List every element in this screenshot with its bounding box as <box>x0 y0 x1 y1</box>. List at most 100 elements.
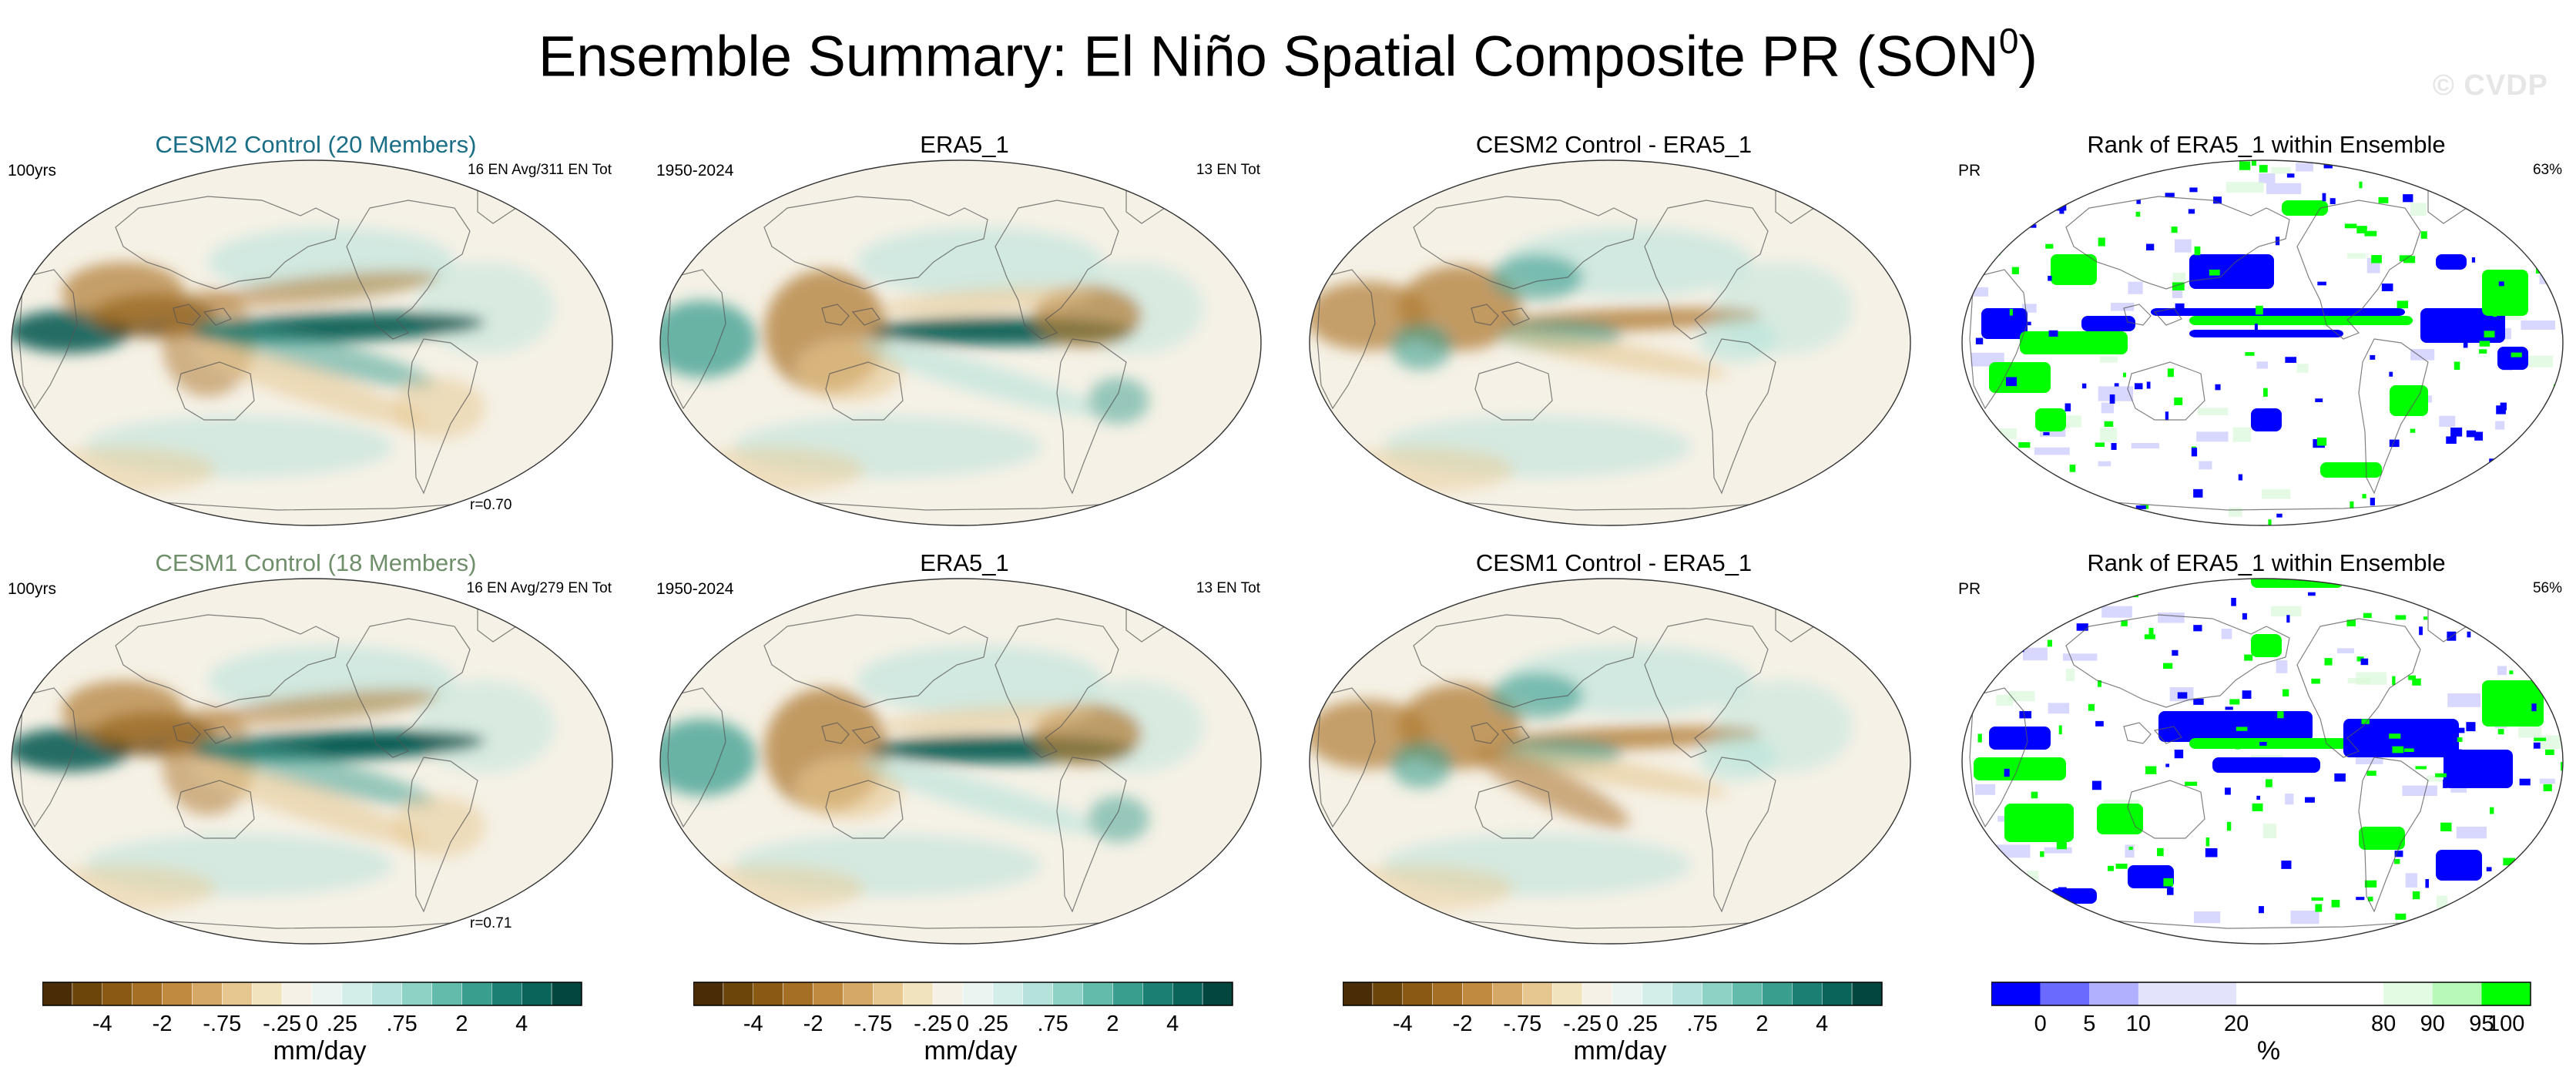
rank-cell <box>2098 461 2111 467</box>
rank-cell <box>2040 851 2044 857</box>
rank-cell <box>2265 779 2272 787</box>
rank-low-region <box>2436 254 2467 270</box>
rank-cell <box>2076 623 2088 631</box>
rank-cell <box>2412 678 2421 686</box>
panel-era5-top: ERA5_1 1950-2024 13 EN Tot <box>656 131 1273 532</box>
rank-cell <box>2098 237 2105 247</box>
rank-cell <box>2533 742 2541 749</box>
rank-cell <box>1967 202 1974 209</box>
colorbar-frame <box>42 982 582 1006</box>
precip-anomaly-region <box>861 758 1098 834</box>
colorbar-swatch <box>551 982 582 1006</box>
precip-anomaly-region <box>880 704 1095 733</box>
rank-cell <box>2095 442 2105 448</box>
panel-rank-bottom: Rank of ERA5_1 within Ensemble PR 56% <box>1958 549 2574 950</box>
rank-cell <box>1970 656 1981 662</box>
colorbar-swatch <box>521 982 552 1006</box>
rank-cell <box>2509 450 2514 457</box>
colorbar-tick-label: 2 <box>455 1012 468 1036</box>
colorbar-tick-label: -.25 <box>914 1012 952 1036</box>
panel-rank-top: Rank of ERA5_1 within Ensemble PR 63% <box>1958 131 2574 532</box>
colorbar-swatch <box>1581 982 1613 1006</box>
rank-cell <box>2008 179 2022 188</box>
rank-cell <box>2454 361 2460 370</box>
rank-cell <box>2405 873 2418 888</box>
precip-anomaly-region <box>62 262 185 324</box>
colorbar-swatch <box>1402 982 1433 1006</box>
rank-cell <box>2551 629 2559 635</box>
cvdp-watermark: © CVDP <box>2432 69 2548 102</box>
rank-cell <box>2503 857 2516 866</box>
rank-cell <box>2544 193 2552 202</box>
colorbar-swatch <box>1821 982 1853 1006</box>
rank-cell <box>1964 841 1988 854</box>
coastline <box>2123 722 2152 744</box>
colorbar-units-label: % <box>2256 1036 2281 1066</box>
rank-cell <box>2422 934 2433 938</box>
panel-correlation-label: r=0.71 <box>470 915 512 931</box>
rank-cell <box>2489 587 2519 601</box>
coastline <box>667 269 726 410</box>
rank-high-region <box>1974 757 2066 780</box>
rank-cell <box>1998 643 2011 652</box>
rank-cell <box>2134 383 2143 390</box>
colorbar-swatch <box>1492 982 1523 1006</box>
rank-low-region <box>1989 727 2051 750</box>
rank-cell <box>2437 520 2442 525</box>
colorbar-swatch <box>2383 982 2433 1005</box>
coastline <box>1056 338 1127 495</box>
coastline <box>851 726 880 744</box>
rank-high-region <box>2251 634 2282 657</box>
colorbar-rank: 0 5 10 20 80 90 95 100 % <box>1991 975 2546 1075</box>
coastline <box>1501 726 1530 744</box>
colorbar-precip-3: -4 -2 -.75 -.25 0 .25 .75 2 4 mm/day <box>1343 975 1897 1075</box>
rank-cell <box>2167 368 2174 378</box>
rank-cell <box>2043 431 2050 435</box>
rank-cell <box>2174 397 2183 405</box>
rank-cell <box>2331 899 2340 908</box>
coastline <box>2065 614 2290 708</box>
colorbar-swatch <box>1732 982 1763 1006</box>
rank-cell <box>2490 216 2494 224</box>
rank-cell <box>2370 354 2376 360</box>
rank-cell <box>1962 843 1971 851</box>
colorbar-tick-label: 100 <box>2487 1012 2524 1036</box>
rank-high-region <box>2189 316 2413 325</box>
rank-cell <box>2215 384 2221 391</box>
precip-anomaly-region <box>1390 742 1452 788</box>
rank-cell <box>2146 243 2155 251</box>
rank-cell <box>2012 910 2048 920</box>
rank-cell <box>2511 352 2522 357</box>
colorbar-units-label: mm/day <box>273 1036 367 1066</box>
rank-cell <box>2539 274 2561 284</box>
figure-title-text: Ensemble Summary: El Niño Spatial Compos… <box>538 24 1999 89</box>
colorbar-svg: -4 -2 -.75 -.25 0 .25 .75 2 4 <box>693 982 1233 1036</box>
rank-high-region <box>1989 362 2051 393</box>
rank-low-region <box>2497 347 2528 370</box>
rank-cell <box>2065 668 2075 682</box>
rank-cell <box>2103 800 2140 805</box>
rank-cell <box>2420 231 2427 239</box>
rank-cell <box>2270 606 2302 617</box>
rank-cell <box>2381 284 2393 291</box>
panel-period-label: 100yrs <box>8 162 57 180</box>
colorbar-swatch <box>902 982 934 1006</box>
colorbar-tick-label: 10 <box>2126 1012 2151 1036</box>
rank-cell <box>2011 206 2031 221</box>
rank-cell <box>2507 618 2518 623</box>
panel-correlation-label: r=0.70 <box>470 497 512 513</box>
rank-cell <box>2226 821 2232 831</box>
rank-cell <box>2317 281 2326 286</box>
rank-cell <box>2545 821 2563 827</box>
rank-cell <box>2174 750 2184 759</box>
rank-cell <box>2389 733 2401 739</box>
rank-cell <box>2145 766 2157 774</box>
precip-map <box>11 159 613 526</box>
rank-cell <box>2058 887 2067 892</box>
rank-cell <box>2531 210 2537 215</box>
precip-anomaly-region <box>1491 254 1583 300</box>
rank-low-region <box>2128 865 2174 888</box>
rank-cell <box>2493 313 2497 317</box>
colorbar-swatch <box>723 982 754 1006</box>
panel-title: CESM1 Control (18 Members) <box>155 549 477 576</box>
